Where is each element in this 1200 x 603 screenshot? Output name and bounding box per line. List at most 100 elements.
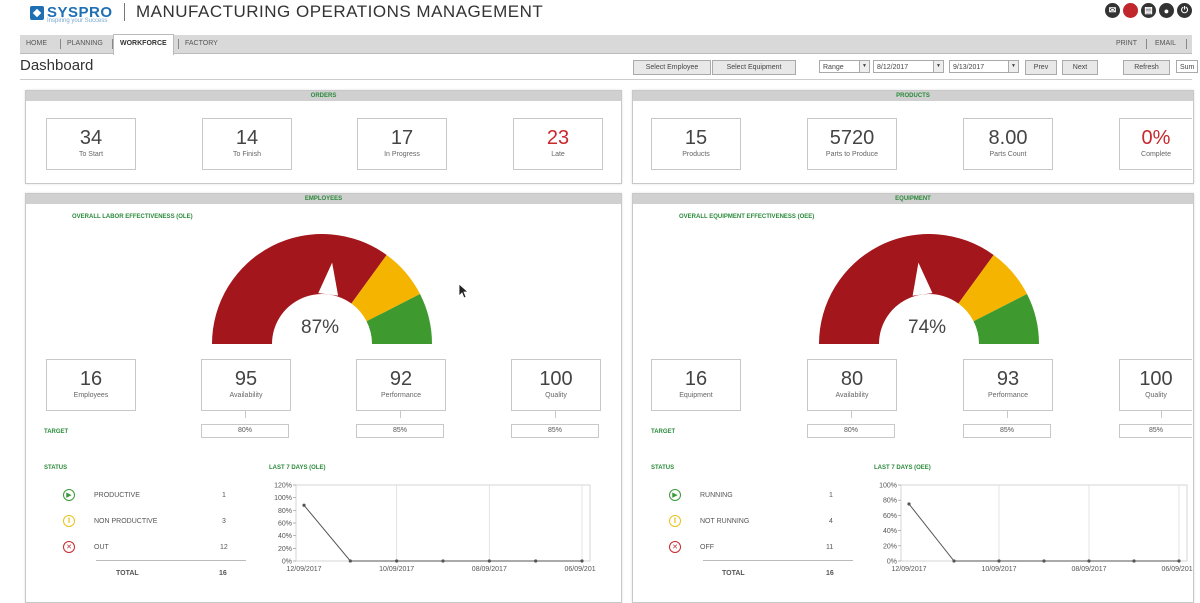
- date-from-value: 8/12/2017: [877, 64, 909, 71]
- select-employee-button[interactable]: Select Employee: [633, 60, 711, 75]
- pause-icon: ‖: [63, 515, 75, 527]
- stat-label: To Finish: [232, 151, 261, 158]
- y-tick-label: 0%: [887, 559, 897, 566]
- power-icon[interactable]: ⏻: [1177, 3, 1192, 18]
- availability-card[interactable]: 80 Availability: [807, 359, 897, 411]
- quality-card[interactable]: 100 Quality: [1119, 359, 1192, 411]
- stat-value: 92: [389, 368, 413, 390]
- oee-chart-title: LAST 7 DAYS (OEE): [874, 465, 931, 471]
- stat-label: Performance: [987, 392, 1029, 399]
- orders-panel-header: ORDERS: [26, 91, 621, 101]
- x-icon: ✕: [63, 541, 75, 553]
- performance-card[interactable]: 93 Performance: [963, 359, 1053, 411]
- employees-panel: EMPLOYEES OVERALL LABOR EFFECTIVENESS (O…: [25, 193, 622, 603]
- data-point[interactable]: [487, 559, 491, 563]
- stat-label: Employees: [73, 392, 109, 399]
- data-point[interactable]: [1132, 559, 1136, 563]
- status-total-divider: [96, 560, 246, 561]
- parts-to-produce-card[interactable]: 5720 Parts to Produce: [807, 118, 897, 170]
- chevron-down-icon: ▼: [859, 61, 869, 72]
- quality-card[interactable]: 100 Quality: [511, 359, 601, 411]
- stat-value: 8.00: [988, 127, 1028, 149]
- products-count-card[interactable]: 15 Products: [651, 118, 741, 170]
- y-tick-label: 20%: [278, 546, 292, 553]
- gauge-red-segment: [212, 234, 387, 344]
- alert-icon[interactable]: !: [1123, 3, 1138, 18]
- y-tick-label: 60%: [278, 521, 292, 528]
- x-tick-label: 08/09/2017: [472, 566, 507, 573]
- date-to-field[interactable]: 9/13/2017 ▼: [949, 60, 1019, 73]
- data-point[interactable]: [952, 559, 956, 563]
- data-point[interactable]: [580, 559, 584, 563]
- data-point[interactable]: [441, 559, 445, 563]
- stat-label: To Start: [78, 151, 104, 158]
- main-nav: HOME PLANNING WORKFORCE FACTORY PRINT EM…: [20, 34, 1192, 55]
- orders-late-card[interactable]: 23 Late: [513, 118, 603, 170]
- stat-value: 15: [684, 127, 708, 149]
- data-point[interactable]: [907, 502, 911, 506]
- target-label: TARGET: [651, 429, 676, 435]
- refresh-button[interactable]: Refresh: [1123, 60, 1170, 75]
- data-point[interactable]: [1177, 559, 1181, 563]
- oee-gauge-value: 74%: [908, 317, 947, 338]
- nav-email[interactable]: EMAIL: [1155, 40, 1177, 47]
- nav-factory[interactable]: FACTORY: [185, 40, 218, 47]
- parts-count-card[interactable]: 8.00 Parts Count: [963, 118, 1053, 170]
- next-button[interactable]: Next: [1062, 60, 1098, 75]
- top-icons: ✉ ! ▤ ● ⏻: [1105, 3, 1192, 18]
- orders-panel: ORDERS 34 To Start 14 To Finish 17 In Pr…: [25, 90, 622, 184]
- orders-to-finish-card[interactable]: 14 To Finish: [202, 118, 292, 170]
- equipment-panel: EQUIPMENT OVERALL EQUIPMENT EFFECTIVENES…: [632, 193, 1194, 603]
- select-equipment-button[interactable]: Select Equipment: [712, 60, 796, 75]
- stat-label: Quality: [1145, 392, 1167, 399]
- document-icon[interactable]: ▤: [1141, 3, 1156, 18]
- ole-gauge: [212, 234, 432, 344]
- data-point[interactable]: [302, 503, 306, 507]
- x-tick-label: 06/09/2017: [564, 566, 596, 573]
- status-title: STATUS: [651, 465, 675, 471]
- message-icon[interactable]: ✉: [1105, 3, 1120, 18]
- data-point[interactable]: [997, 559, 1001, 563]
- data-point[interactable]: [348, 559, 352, 563]
- availability-target: 80%: [201, 424, 289, 438]
- stat-value: 34: [79, 127, 103, 149]
- status-nonproductive-count: 3: [222, 518, 226, 525]
- availability-card[interactable]: 95 Availability: [201, 359, 291, 411]
- header-divider: [124, 3, 125, 21]
- nav-workforce[interactable]: WORKFORCE: [113, 34, 174, 55]
- equipment-count-card[interactable]: 16 Equipment: [651, 359, 741, 411]
- availability-target: 80%: [807, 424, 895, 438]
- stat-value: 100: [539, 368, 573, 390]
- performance-card[interactable]: 92 Performance: [356, 359, 446, 411]
- prev-button[interactable]: Prev: [1025, 60, 1057, 75]
- nav-planning[interactable]: PLANNING: [67, 40, 103, 47]
- summary-select[interactable]: Sum: [1176, 60, 1198, 73]
- nav-separator: [178, 39, 179, 49]
- data-point[interactable]: [534, 559, 538, 563]
- nav-home[interactable]: HOME: [26, 40, 47, 47]
- employees-count-card[interactable]: 16 Employees: [46, 359, 136, 411]
- stat-label: Performance: [380, 392, 422, 399]
- range-select[interactable]: Range ▼: [819, 60, 870, 73]
- y-tick-label: 60%: [883, 513, 897, 520]
- orders-to-start-card[interactable]: 34 To Start: [46, 118, 136, 170]
- stat-label: Parts Count: [989, 151, 1027, 158]
- date-from-field[interactable]: 8/12/2017 ▼: [873, 60, 944, 73]
- data-point[interactable]: [1087, 559, 1091, 563]
- chart-frame: [900, 484, 1188, 562]
- gauge-green-segment: [973, 294, 1039, 344]
- series-line: [303, 504, 582, 562]
- orders-in-progress-card[interactable]: 17 In Progress: [357, 118, 447, 170]
- user-icon[interactable]: ●: [1159, 3, 1174, 18]
- x-icon: ✕: [669, 541, 681, 553]
- target-connector: [555, 410, 556, 418]
- quality-target: 85%: [1119, 424, 1192, 438]
- x-tick-label: 06/09/2017: [1161, 566, 1193, 573]
- y-tick-label: 80%: [278, 508, 292, 515]
- data-point[interactable]: [1042, 559, 1046, 563]
- nav-print[interactable]: PRINT: [1116, 40, 1137, 47]
- data-point[interactable]: [395, 559, 399, 563]
- stat-label: Complete: [1141, 151, 1171, 158]
- y-tick-label: 20%: [883, 543, 897, 550]
- complete-card[interactable]: 0% Complete: [1119, 118, 1192, 170]
